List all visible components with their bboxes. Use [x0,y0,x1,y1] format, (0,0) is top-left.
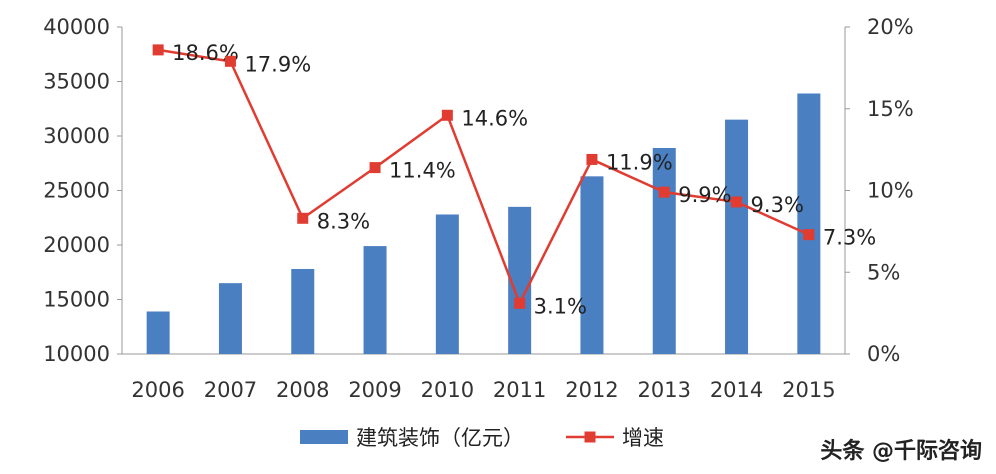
line-point [514,297,526,309]
y-right-tick-label: 0% [867,342,900,366]
line-point [224,55,236,67]
y-right-tick-label: 10% [867,179,914,203]
y-right-tick-label: 15% [867,97,914,121]
watermark-credit: 头条 @千际咨询 [820,438,982,464]
line-data-label: 3.1% [534,294,587,318]
bar [797,93,821,355]
line-data-label: 11.4% [389,159,456,183]
legend-swatch-marker [584,431,596,443]
y-left-tick-label: 30000 [43,124,110,148]
line-data-label: 17.9% [244,52,311,76]
legend-swatch-bars [300,430,348,444]
x-tick-label: 2006 [131,378,184,402]
legend-label-bars: 建筑装饰（亿元） [356,426,524,450]
line-data-label: 8.3% [317,209,370,233]
y-left-tick-label: 35000 [43,70,110,94]
growth-line [157,48,810,307]
bar [580,176,604,354]
line-data-label: 14.6% [461,106,528,130]
bar [218,283,242,354]
y-left-tick-label: 15000 [43,288,110,312]
line-point [369,162,381,174]
line-point [658,186,670,198]
x-tick-label: 2011 [493,378,546,402]
bar [435,214,459,354]
line-point [731,196,743,208]
x-tick-label: 2008 [276,378,329,402]
line-data-label: 11.9% [606,150,673,174]
bar [291,268,315,354]
bar [146,311,170,354]
x-tick-label: 2015 [782,378,835,402]
y-left-tick-label: 10000 [43,342,110,366]
line-point [152,44,164,56]
x-tick-label: 2009 [348,378,401,402]
y-right-tick-label: 5% [867,260,900,284]
x-tick-label: 2007 [204,378,257,402]
line-point [803,229,815,241]
bar [652,147,676,354]
bar [725,119,749,355]
legend-label-line: 增速 [622,426,664,450]
y-left-tick-label: 20000 [43,233,110,257]
line-data-label: 9.3% [751,193,804,217]
y-left-tick-label: 40000 [43,15,110,39]
line-point [297,212,309,224]
line-point [586,153,598,165]
x-tick-label: 2010 [421,378,474,402]
line-data-label: 9.9% [678,183,731,207]
bar [363,246,387,354]
x-tick-label: 2012 [565,378,618,402]
bar [508,206,532,354]
line-point [441,109,453,121]
y-left-tick-label: 25000 [43,179,110,203]
x-tick-label: 2013 [638,378,691,402]
y-right-tick-label: 20% [867,15,914,39]
x-tick-label: 2014 [710,378,763,402]
line-data-label: 7.3% [823,226,876,250]
